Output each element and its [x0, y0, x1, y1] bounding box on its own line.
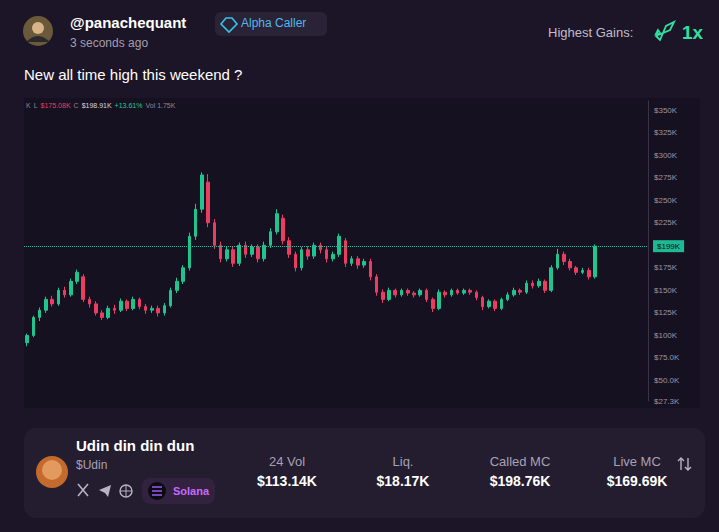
html-text:Liq.: Liq. [392, 454, 414, 469]
svg-text:$175K: $175K [654, 263, 678, 272]
html-text:Live MC: Live MC [613, 454, 661, 469]
html-text:@panachequant: @panachequant [70, 14, 187, 31]
svg-text:$350K: $350K [654, 106, 678, 115]
html-text:Solana: Solana [173, 485, 210, 497]
html-text:Udin din din dun: Udin din din dun [76, 437, 195, 454]
svg-text:$225K: $225K [654, 218, 678, 227]
html-text:1x: 1x [682, 22, 704, 43]
html-text:$169.69K: $169.69K [606, 473, 668, 489]
svg-text:$125K: $125K [654, 308, 678, 317]
html-text:$198.76K: $198.76K [489, 473, 551, 489]
svg-text:$27.3K: $27.3K [654, 397, 680, 406]
svg-text:$325K: $325K [654, 128, 678, 137]
svg-text:$275K: $275K [654, 173, 678, 182]
svg-text:$50.0K: $50.0K [654, 376, 680, 385]
html-text:3 seconds ago: 3 seconds ago [70, 36, 149, 50]
html-text:New all time high this weekend: New all time high this weekend ? [24, 66, 243, 83]
svg-text:$199K: $199K [657, 242, 681, 251]
svg-text:$300K: $300K [654, 151, 678, 160]
svg-text:$75.0K: $75.0K [654, 353, 680, 362]
html-text:24 Vol: 24 Vol [268, 454, 306, 469]
html-text:$113.14K: $113.14K [257, 473, 317, 489]
svg-text:$150K: $150K [654, 286, 678, 295]
html-text:$Udin: $Udin [76, 458, 108, 472]
svg-text:$100K: $100K [654, 331, 678, 340]
html-text:K L $175.08K C $198.91K +13.61: K L $175.08K C $198.91K +13.61% Vol 1.75… [26, 102, 176, 109]
svg-text:$250K: $250K [654, 196, 678, 205]
html-text:Alpha Caller: Alpha Caller [241, 16, 307, 30]
html-text:Highest Gains:: Highest Gains: [548, 25, 634, 40]
html-text:$18.17K: $18.17K [376, 473, 430, 489]
html-text:Called MC: Called MC [489, 454, 551, 469]
